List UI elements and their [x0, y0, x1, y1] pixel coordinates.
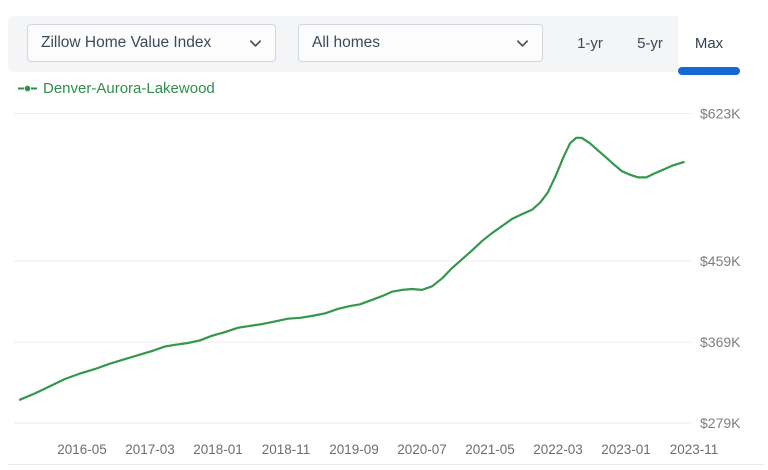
legend-series-label: Denver-Aurora-Lakewood — [43, 80, 215, 97]
chevron-down-icon — [516, 39, 529, 47]
active-range-underline — [678, 67, 740, 75]
y-tick-label: $369K — [700, 334, 741, 350]
x-tick-label: 2023-01 — [601, 442, 651, 457]
price-line — [18, 136, 685, 401]
chart-legend: Denver-Aurora-Lakewood — [18, 80, 215, 97]
home-type-dropdown[interactable]: All homes — [298, 24, 543, 62]
x-tick-label: 2020-07 — [397, 442, 447, 457]
metric-dropdown-value: Zillow Home Value Index — [41, 34, 212, 51]
chevron-down-icon — [249, 39, 262, 47]
y-tick-label: $459K — [700, 253, 741, 269]
x-tick-label: 2018-01 — [193, 442, 243, 457]
x-tick-label: 2018-11 — [262, 442, 311, 457]
range-button-5yr[interactable]: 5-yr — [637, 35, 663, 52]
x-tick-label: 2022-03 — [533, 442, 583, 457]
y-tick-label: $623K — [700, 106, 741, 122]
range-button-max-label: Max — [694, 35, 724, 52]
bottom-divider — [8, 464, 764, 465]
home-type-dropdown-value: All homes — [312, 34, 381, 51]
x-tick-label: 2023-11 — [670, 442, 719, 457]
metric-dropdown[interactable]: Zillow Home Value Index — [27, 24, 276, 62]
chart-toolbar: Zillow Home Value Index All homes 1-yr 5… — [8, 16, 740, 75]
y-tick-label: $279K — [700, 415, 741, 431]
range-button-1yr[interactable]: 1-yr — [577, 35, 603, 52]
x-tick-label: 2016-05 — [57, 442, 107, 457]
x-tick-label: 2019-09 — [329, 442, 379, 457]
x-tick-label: 2017-03 — [125, 442, 175, 457]
x-tick-label: 2021-05 — [465, 442, 515, 457]
line-marker-icon — [18, 84, 37, 93]
range-button-max[interactable]: Max — [678, 16, 740, 75]
